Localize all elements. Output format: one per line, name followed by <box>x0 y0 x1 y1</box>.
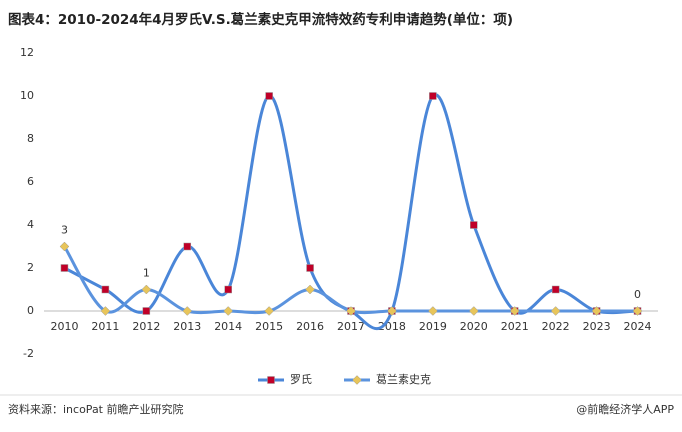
x-tick-label: 2022 <box>542 320 570 333</box>
x-tick-label: 2019 <box>419 320 447 333</box>
marker <box>267 376 275 384</box>
marker <box>142 307 151 315</box>
marker <box>141 284 152 295</box>
marker <box>305 284 315 295</box>
legend-label: 葛兰素史克 <box>376 373 431 386</box>
marker <box>470 221 478 229</box>
marker <box>306 264 314 272</box>
chart-title: 图表4：2010-2024年4月罗氏V.S.葛兰素史克甲流特效药专利申请趋势(单… <box>8 11 513 28</box>
source: 资料来源：incoPat 前瞻产业研究院 <box>8 402 184 416</box>
marker <box>60 264 69 272</box>
x-tick-label: 2011 <box>91 320 119 333</box>
y-tick-label: 10 <box>20 89 34 102</box>
x-tick-label: 2017 <box>337 320 365 333</box>
marker <box>224 285 232 294</box>
line <box>63 93 638 331</box>
y-tick-label: 4 <box>27 218 34 231</box>
x-tick-label: 2012 <box>132 320 160 333</box>
x-tick-label: 2016 <box>296 320 324 333</box>
x-tick-label: 2024 <box>624 320 652 333</box>
marker <box>101 285 110 294</box>
marker <box>550 306 561 316</box>
y-tick-label: 12 <box>20 46 34 59</box>
y-tick-label: 0 <box>27 304 34 317</box>
marker <box>223 306 234 316</box>
x-tick-label: 2023 <box>583 320 611 333</box>
marker <box>551 285 560 294</box>
marker <box>387 306 397 316</box>
y-tick-label: 2 <box>27 261 34 274</box>
marker <box>352 375 362 385</box>
credit: @前瞻经济学人APP <box>576 402 674 416</box>
marker <box>346 306 356 316</box>
marker <box>429 92 437 100</box>
data-label: 0 <box>634 288 641 301</box>
legend-label: 罗氏 <box>290 373 312 386</box>
marker <box>59 241 70 252</box>
x-tick-label: 2021 <box>501 320 529 333</box>
line <box>63 245 638 315</box>
marker <box>632 306 643 316</box>
x-tick-label: 2013 <box>173 320 201 333</box>
marker <box>509 306 520 316</box>
marker <box>182 306 193 316</box>
y-tick-label: 8 <box>27 132 34 145</box>
marker <box>468 306 479 316</box>
marker <box>100 306 111 316</box>
marker <box>264 306 274 316</box>
x-tick-label: 2015 <box>255 320 283 333</box>
marker <box>265 92 273 100</box>
marker <box>183 242 192 251</box>
y-tick-label: 6 <box>27 175 34 188</box>
marker <box>591 306 602 316</box>
data-label: 3 <box>61 224 68 237</box>
x-tick-label: 2020 <box>460 320 488 333</box>
x-tick-label: 2010 <box>50 320 78 333</box>
y-tick-label: -2 <box>23 347 34 360</box>
x-tick-label: 2014 <box>214 320 242 333</box>
marker <box>428 306 438 316</box>
data-label: 1 <box>143 267 150 280</box>
